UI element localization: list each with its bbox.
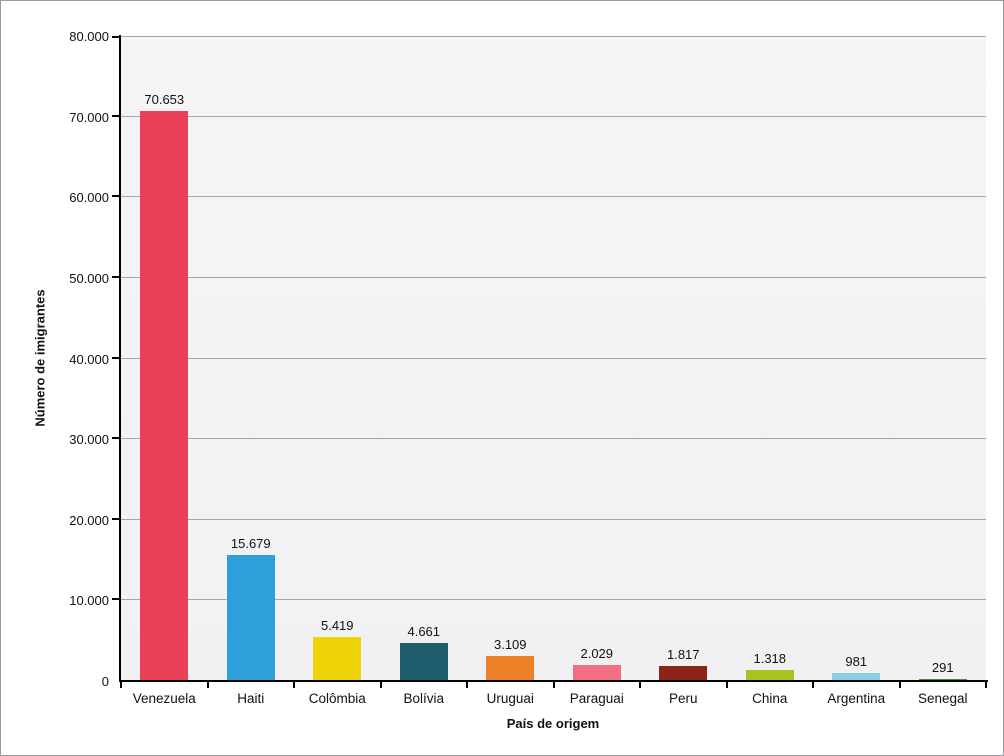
y-tick-label: 50.000 (69, 270, 109, 286)
x-tick-mark (726, 681, 728, 688)
bar-value-label-bolívia: 4.661 (407, 624, 441, 640)
bar-haiti (226, 554, 275, 681)
bar-venezuela (140, 111, 189, 681)
bar-bolívia (399, 643, 448, 681)
x-category-label-china: China (752, 691, 788, 706)
x-category-label-argentina: Argentina (827, 691, 886, 706)
x-tick-mark (639, 681, 641, 688)
y-tick-mark (112, 598, 119, 601)
y-tick-label: 80.000 (69, 29, 109, 44)
x-category-label-paraguai: Paraguai (569, 691, 624, 706)
bar-value-label-argentina: 981 (845, 654, 868, 670)
x-tick-mark (553, 681, 555, 688)
x-category-label-venezuela: Venezuela (132, 691, 196, 706)
bar-argentina (832, 673, 881, 681)
gridline-10.000 (121, 599, 986, 601)
y-tick-label: 0 (101, 674, 109, 689)
x-tick-mark (120, 681, 122, 688)
x-tick-mark (985, 681, 987, 688)
y-tick-label: 10.000 (69, 593, 109, 609)
y-tick-mark (112, 517, 119, 520)
y-tick-label: 40.000 (69, 351, 109, 367)
bar-paraguai (572, 664, 621, 681)
y-tick-mark (112, 36, 119, 38)
gridline-50.000 (121, 276, 986, 278)
x-tick-mark (812, 681, 814, 688)
y-tick-mark (112, 195, 119, 198)
bar-value-label-china: 1.318 (753, 651, 787, 667)
x-axis-line (119, 680, 988, 682)
x-category-label-bolívia: Bolívia (403, 691, 445, 706)
y-tick-label: 20.000 (69, 512, 109, 528)
x-category-label-haiti: Haiti (237, 691, 265, 706)
gridline-80.000 (121, 36, 986, 37)
bar-value-label-uruguai: 3.109 (493, 636, 527, 652)
y-tick-mark (112, 356, 119, 359)
x-tick-mark (293, 681, 295, 688)
bar-value-label-colômbia: 5.419 (320, 618, 354, 634)
bar-value-label-paraguai: 2.029 (580, 645, 614, 661)
x-category-label-senegal: Senegal (917, 691, 968, 706)
bar-value-label-haiti: 15.679 (230, 535, 271, 551)
y-tick-label: 60.000 (69, 190, 109, 206)
gridline-30.000 (121, 438, 986, 440)
gridline-60.000 (121, 196, 986, 198)
bar-colômbia (313, 637, 362, 681)
bar-peru (659, 666, 708, 681)
bar-china (745, 670, 794, 681)
bar-value-label-peru: 1.817 (666, 647, 700, 663)
y-tick-mark (112, 437, 119, 440)
bar-value-label-venezuela: 70.653 (144, 92, 185, 108)
x-tick-mark (466, 681, 468, 688)
bar-senegal (918, 678, 967, 681)
y-tick-label: 30.000 (69, 432, 109, 448)
y-axis-line (119, 35, 121, 682)
bar-value-label-senegal: 291 (931, 659, 954, 675)
y-tick-mark (112, 114, 119, 117)
x-axis-title: País de origem (506, 716, 600, 731)
bar-uruguai (486, 655, 535, 681)
x-tick-mark (380, 681, 382, 688)
gridline-40.000 (121, 357, 986, 359)
x-tick-mark (899, 681, 901, 688)
plot-area: 0 10.000 20.000 30.000 40.000 50.000 60.000 70.… (69, 29, 987, 706)
y-tick-mark (112, 275, 119, 278)
x-tick-mark (207, 681, 209, 688)
y-tick-label: 70.000 (69, 109, 109, 125)
x-category-label-peru: Peru (668, 691, 698, 706)
x-category-label-colômbia: Colômbia (308, 691, 366, 706)
x-category-label-uruguai: Uruguai (486, 691, 534, 706)
gridline-70.000 (121, 115, 986, 117)
gridline-20.000 (121, 518, 986, 520)
